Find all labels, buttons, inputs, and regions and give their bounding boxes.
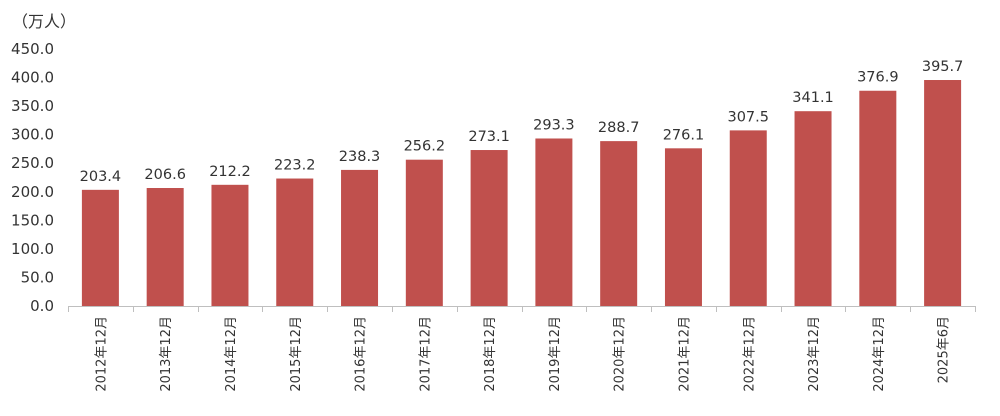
bar bbox=[535, 138, 573, 306]
y-tick-label: 250.0 bbox=[11, 154, 54, 172]
y-axis-unit-label: （万人） bbox=[12, 12, 77, 31]
x-tick-label: 2024年12月 bbox=[872, 316, 887, 392]
data-label: 293.3 bbox=[533, 117, 575, 133]
y-tick-label: 450.0 bbox=[11, 40, 54, 58]
bar bbox=[664, 148, 702, 306]
data-label: 395.7 bbox=[922, 59, 964, 75]
bar bbox=[81, 189, 119, 306]
data-label: 212.2 bbox=[209, 164, 251, 180]
data-label: 256.2 bbox=[404, 139, 446, 155]
bar bbox=[146, 188, 184, 306]
data-label: 288.7 bbox=[598, 120, 640, 136]
bar bbox=[276, 178, 314, 306]
x-tick-label: 2015年12月 bbox=[289, 316, 304, 392]
x-tick-label: 2023年12月 bbox=[807, 316, 822, 392]
x-tick-label: 2020年12月 bbox=[613, 316, 628, 392]
data-label: 273.1 bbox=[468, 129, 510, 145]
x-tick-label: 2014年12月 bbox=[224, 316, 239, 392]
data-label: 341.1 bbox=[792, 90, 834, 106]
data-label: 223.2 bbox=[274, 158, 316, 174]
y-tick-label: 150.0 bbox=[11, 211, 54, 229]
bar bbox=[794, 111, 832, 306]
y-tick-label: 0.0 bbox=[30, 297, 54, 315]
bar bbox=[729, 130, 767, 306]
x-tick-label: 2025年6月 bbox=[937, 316, 952, 383]
data-label: 307.5 bbox=[727, 109, 769, 125]
bar bbox=[341, 169, 379, 306]
x-tick-label: 2022年12月 bbox=[742, 316, 757, 392]
y-tick-label: 400.0 bbox=[11, 69, 54, 87]
data-label: 206.6 bbox=[144, 167, 186, 183]
bar bbox=[924, 80, 962, 307]
x-tick-label: 2016年12月 bbox=[354, 316, 369, 392]
bar bbox=[405, 159, 443, 306]
y-tick-label: 100.0 bbox=[11, 240, 54, 258]
data-label: 376.9 bbox=[857, 70, 899, 86]
bar bbox=[211, 184, 249, 306]
y-tick-label: 50.0 bbox=[21, 268, 54, 286]
y-tick-label: 350.0 bbox=[11, 97, 54, 115]
data-label: 203.4 bbox=[80, 169, 122, 185]
x-tick-label: 2019年12月 bbox=[548, 316, 563, 392]
x-tick-label: 2012年12月 bbox=[94, 316, 109, 392]
bar bbox=[470, 150, 508, 306]
data-label: 238.3 bbox=[339, 149, 381, 165]
y-tick-label: 200.0 bbox=[11, 183, 54, 201]
y-tick-label: 300.0 bbox=[11, 126, 54, 144]
bar bbox=[859, 90, 897, 306]
bar bbox=[600, 141, 638, 306]
x-tick-label: 2017年12月 bbox=[418, 316, 433, 392]
x-tick-label: 2018年12月 bbox=[483, 316, 498, 392]
x-tick-label: 2021年12月 bbox=[677, 316, 692, 392]
data-label: 276.1 bbox=[663, 127, 705, 143]
x-tick-label: 2013年12月 bbox=[159, 316, 174, 392]
